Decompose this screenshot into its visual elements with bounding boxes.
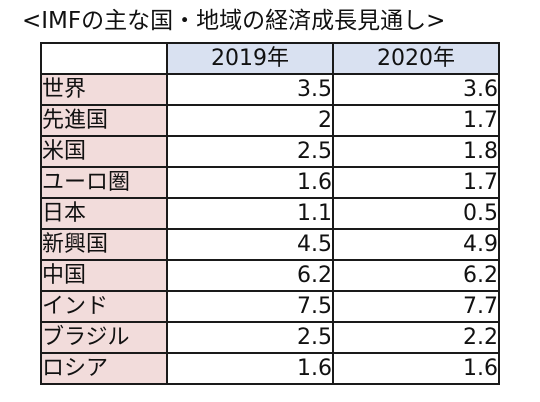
value-2019-cell: 3.5 xyxy=(166,73,334,106)
table-row: 世界 3.5 3.6 xyxy=(40,73,500,106)
table-row: インド 7.5 7.7 xyxy=(40,290,500,323)
region-cell: 米国 xyxy=(40,135,168,168)
header-2020: 2020年 xyxy=(332,42,500,75)
value-2019-cell: 1.1 xyxy=(166,197,334,230)
value-2019-cell: 2 xyxy=(166,104,334,137)
value-2020-cell: 1.8 xyxy=(332,135,500,168)
region-cell: ユーロ圏 xyxy=(40,166,168,199)
region-cell: ブラジル xyxy=(40,321,168,354)
header-corner-cell xyxy=(40,42,168,75)
table-row: 新興国 4.5 4.9 xyxy=(40,228,500,261)
value-2020-cell: 4.9 xyxy=(332,228,500,261)
table-row: ロシア 1.6 1.6 xyxy=(40,352,500,385)
header-2019: 2019年 xyxy=(166,42,334,75)
value-2019-cell: 1.6 xyxy=(166,166,334,199)
region-cell: 中国 xyxy=(40,259,168,292)
value-2020-cell: 1.7 xyxy=(332,104,500,137)
value-2019-cell: 4.5 xyxy=(166,228,334,261)
value-2019-cell: 1.6 xyxy=(166,352,334,385)
value-2019-cell: 7.5 xyxy=(166,290,334,323)
growth-forecast-table: 2019年 2020年 世界 3.5 3.6 先進国 2 1.7 米国 2.5 … xyxy=(40,42,500,385)
value-2020-cell: 1.6 xyxy=(332,352,500,385)
value-2020-cell: 7.7 xyxy=(332,290,500,323)
table-row: 先進国 2 1.7 xyxy=(40,104,500,137)
value-2019-cell: 2.5 xyxy=(166,135,334,168)
value-2020-cell: 6.2 xyxy=(332,259,500,292)
header-row: 2019年 2020年 xyxy=(40,42,500,75)
table-row: ユーロ圏 1.6 1.7 xyxy=(40,166,500,199)
value-2019-cell: 2.5 xyxy=(166,321,334,354)
value-2020-cell: 3.6 xyxy=(332,73,500,106)
table-row: ブラジル 2.5 2.2 xyxy=(40,321,500,354)
region-cell: ロシア xyxy=(40,352,168,385)
table-row: 米国 2.5 1.8 xyxy=(40,135,500,168)
region-cell: 世界 xyxy=(40,73,168,106)
table-row: 中国 6.2 6.2 xyxy=(40,259,500,292)
value-2019-cell: 6.2 xyxy=(166,259,334,292)
value-2020-cell: 1.7 xyxy=(332,166,500,199)
region-cell: 日本 xyxy=(40,197,168,230)
region-cell: インド xyxy=(40,290,168,323)
table-row: 日本 1.1 0.5 xyxy=(40,197,500,230)
value-2020-cell: 2.2 xyxy=(332,321,500,354)
region-cell: 新興国 xyxy=(40,228,168,261)
region-cell: 先進国 xyxy=(40,104,168,137)
table-title: <IMFの主な国・地域の経済成長見通し> xyxy=(22,8,446,34)
value-2020-cell: 0.5 xyxy=(332,197,500,230)
